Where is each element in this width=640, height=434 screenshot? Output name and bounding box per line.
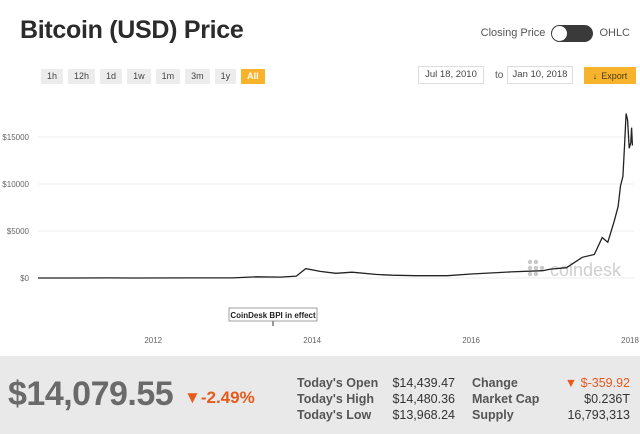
annotation-box	[228, 307, 318, 322]
y-tick-label: $5000	[7, 227, 30, 236]
today-high-label: Today's High	[297, 392, 375, 406]
from-date-input[interactable]	[418, 66, 484, 84]
today-open-value: $14,439.47	[392, 376, 455, 390]
x-tick-label: 2012	[144, 336, 162, 345]
range-1h-button[interactable]: 1h	[41, 69, 64, 84]
y-tick-label: $10000	[2, 180, 29, 189]
change-label: Change	[472, 376, 518, 390]
x-tick-label: 2018	[621, 336, 639, 345]
closing-price-label: Closing Price	[480, 27, 546, 39]
current-price: $14,079.55	[8, 375, 174, 413]
y-tick-label: $0	[20, 274, 29, 283]
y-axis-ticks: $0 $5000 $10000 $15000	[2, 133, 29, 283]
range-all-button[interactable]: All	[241, 69, 265, 84]
today-open-label: Today's Open	[297, 376, 379, 390]
range-selector: 1h 12h 1d 1w 1m 3m 1y All	[41, 69, 265, 84]
today-low-value: $13,968.24	[392, 408, 455, 422]
to-label: to	[495, 70, 504, 81]
x-tick-label: 2016	[462, 336, 480, 345]
chart-grid	[38, 136, 634, 279]
x-tick-label: 2014	[303, 336, 321, 345]
price-mode-toggle-group: Closing Price OHLC	[481, 23, 630, 43]
price-chart: $0 $5000 $10000 $15000 2012 2014 2016 2018 coi…	[2, 113, 639, 345]
supply-label: Supply	[472, 408, 514, 422]
market-cap-value: $0.236T	[584, 392, 630, 406]
annotation-text: CoinDesk BPI in effect	[230, 311, 316, 320]
coindesk-watermark: coindesk	[527, 259, 622, 280]
percent-change: ▼-2.49%	[184, 388, 255, 407]
range-1d-button[interactable]: 1d	[100, 69, 123, 84]
page-title: Bitcoin (USD) Price	[20, 16, 244, 44]
y-tick-label: $15000	[2, 133, 29, 142]
today-low-label: Today's Low	[297, 408, 372, 422]
today-high-value: $14,480.36	[392, 392, 455, 406]
price-line	[38, 113, 634, 279]
range-1y-button[interactable]: 1y	[214, 69, 237, 84]
export-button[interactable]: ↓ Export	[584, 67, 636, 84]
ohlc-label: OHLC	[599, 27, 630, 39]
toggle-knob	[552, 25, 568, 41]
range-1m-button[interactable]: 1m	[155, 69, 181, 84]
price-summary: $14,079.55 ▼-2.49% Today's Open $14,439.…	[0, 356, 640, 434]
price-mode-toggle[interactable]	[551, 24, 594, 42]
x-axis-ticks: 2012 2014 2016 2018	[144, 336, 639, 345]
supply-value: 16,793,313	[567, 408, 630, 422]
change-value: ▼ $-359.92	[564, 376, 630, 390]
range-1w-button[interactable]: 1w	[127, 69, 151, 84]
download-arrow-icon: ↓	[592, 70, 598, 81]
coindesk-logo-icon	[527, 259, 545, 277]
market-cap-label: Market Cap	[472, 392, 540, 406]
range-3m-button[interactable]: 3m	[185, 69, 210, 84]
export-label: Export	[601, 70, 628, 81]
range-12h-button[interactable]: 12h	[68, 69, 96, 84]
to-date-input[interactable]	[507, 66, 573, 84]
coindesk-watermark-text: coindesk	[550, 260, 622, 280]
